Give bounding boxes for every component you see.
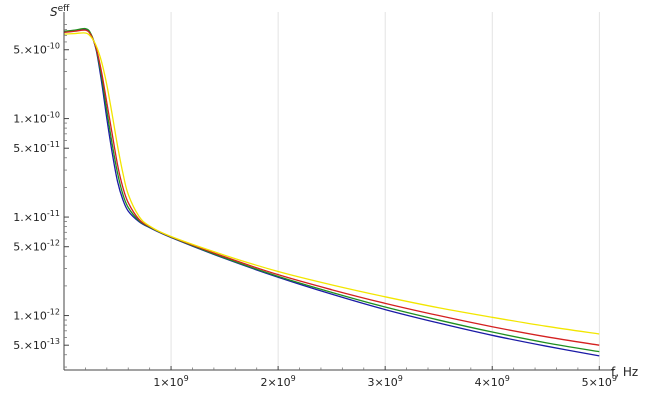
series-line-3 <box>63 29 600 346</box>
y-tick-exponent: -13 <box>47 337 60 346</box>
y-tick-times-ten: ×10 <box>24 113 47 126</box>
series-layer <box>63 27 600 357</box>
y-tick-times-ten: ×10 <box>24 339 47 352</box>
y-tick-mantissa: 5. <box>13 142 24 155</box>
x-tick-label: 4×109 <box>475 374 510 389</box>
x-tick-exponent: 9 <box>291 374 296 383</box>
y-tick-exponent: -10 <box>47 42 60 51</box>
y-axis-title-sup: eff <box>58 4 71 14</box>
x-tick-mantissa: 1 <box>153 376 160 389</box>
y-tick-exponent: -10 <box>47 111 60 120</box>
x-tick-mantissa: 4 <box>475 376 482 389</box>
x-axis-title: f, Hz <box>611 365 638 379</box>
y-tick-times-ten: ×10 <box>24 310 47 323</box>
y-tick-mantissa: 1. <box>13 113 24 126</box>
y-tick-mantissa: 1. <box>13 310 24 323</box>
vertical-grid-lines <box>170 12 600 370</box>
x-tick-exponent: 9 <box>505 374 510 383</box>
y-tick-mantissa: 1. <box>13 211 24 224</box>
x-tick-label: 3×109 <box>368 374 403 389</box>
series-line-4 <box>63 32 600 335</box>
y-tick-label: 5.×10-10 <box>13 42 60 57</box>
y-tick-times-ten: ×10 <box>24 44 47 57</box>
x-tick-label: 1×109 <box>153 374 188 389</box>
x-tick-times-ten: ×10 <box>589 376 612 389</box>
x-axis-ticks: 1×109 2×109 3×109 4×109 5×109 <box>85 366 617 389</box>
x-tick-mantissa: 5 <box>582 376 589 389</box>
x-tick-times-ten: ×10 <box>375 376 398 389</box>
y-tick-mantissa: 5. <box>13 339 24 352</box>
y-tick-label: 5.×10-11 <box>13 140 60 155</box>
x-tick-times-ten: ×10 <box>482 376 505 389</box>
y-tick-label: 1.×10-11 <box>13 209 60 224</box>
x-tick-exponent: 9 <box>184 374 189 383</box>
y-tick-label: 1.×10-12 <box>13 308 60 323</box>
x-tick-mantissa: 3 <box>368 376 375 389</box>
y-axis-ticks: 5.×10-101.×10-105.×10-111.×10-115.×10-12… <box>13 24 69 368</box>
y-tick-exponent: -11 <box>47 140 60 149</box>
y-axis-title: Seff <box>50 4 70 19</box>
y-axis-title-main: S <box>50 5 58 19</box>
x-tick-label: 5×109 <box>582 374 617 389</box>
y-tick-times-ten: ×10 <box>24 241 47 254</box>
y-tick-label: 1.×10-10 <box>13 111 60 126</box>
y-tick-times-ten: ×10 <box>24 142 47 155</box>
y-tick-exponent: -12 <box>47 239 60 248</box>
y-tick-mantissa: 5. <box>13 241 24 254</box>
y-tick-times-ten: ×10 <box>24 211 47 224</box>
x-tick-exponent: 9 <box>398 374 403 383</box>
x-tick-times-ten: ×10 <box>160 376 183 389</box>
x-tick-label: 2×109 <box>260 374 295 389</box>
y-tick-exponent: -12 <box>47 308 60 317</box>
y-tick-label: 5.×10-12 <box>13 239 60 254</box>
y-tick-exponent: -11 <box>47 209 60 218</box>
x-tick-exponent: 9 <box>612 374 617 383</box>
series-line-1 <box>63 28 600 357</box>
x-tick-mantissa: 2 <box>260 376 267 389</box>
series-line-2 <box>63 27 600 353</box>
y-tick-mantissa: 5. <box>13 44 24 57</box>
y-tick-label: 5.×10-13 <box>13 337 60 352</box>
x-tick-times-ten: ×10 <box>267 376 290 389</box>
